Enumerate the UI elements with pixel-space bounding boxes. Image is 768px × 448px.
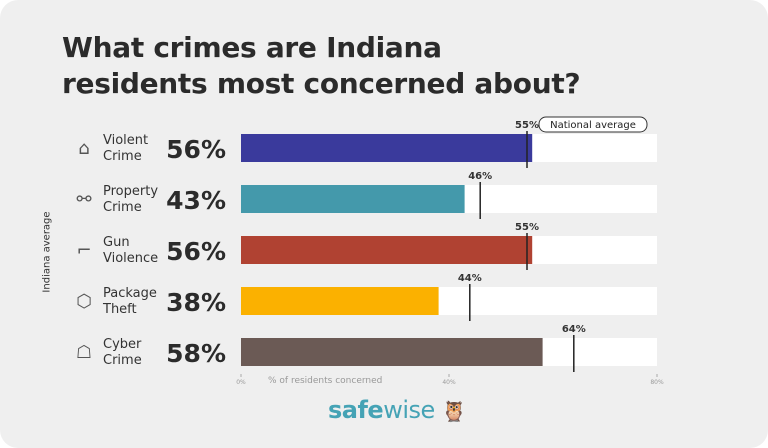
x-tick-label: 80% — [650, 379, 664, 386]
category-label: Cyber — [103, 337, 142, 352]
category-label: Package — [103, 286, 157, 301]
handcuffs-icon: ⚯ — [76, 189, 91, 210]
category-label: Violent — [103, 133, 148, 148]
x-tick-label: 0% — [236, 379, 246, 386]
title-line: What crimes are Indiana — [62, 31, 442, 64]
national-average-label: 44% — [458, 273, 482, 284]
house-icon: ⌂ — [78, 138, 89, 159]
legend-box — [538, 116, 648, 133]
value-label: 56% — [166, 135, 226, 164]
legend-label: National average — [550, 120, 636, 131]
hacker-icon: ☖ — [76, 342, 92, 363]
category-label: Crime — [103, 149, 142, 164]
bar — [241, 236, 533, 264]
title-line: residents most concerned about? — [62, 67, 581, 100]
bar — [241, 338, 543, 366]
category-label: Gun — [103, 235, 130, 250]
bar — [241, 287, 439, 315]
chart-title: What crimes are Indiana residents most co… — [62, 30, 581, 102]
gun-icon: ⌐ — [76, 240, 91, 261]
national-average-label: 55% — [515, 222, 539, 233]
category-label: Crime — [103, 353, 142, 368]
package-icon: ⬡ — [76, 291, 92, 312]
category-label: Theft — [102, 302, 137, 317]
value-label: 58% — [166, 339, 226, 368]
national-average-label: 46% — [468, 171, 492, 182]
value-label: 38% — [166, 288, 226, 317]
category-label: Violence — [103, 251, 158, 266]
national-average-label: 64% — [562, 324, 586, 335]
category-label: Property — [103, 184, 158, 199]
bar — [241, 134, 533, 162]
value-label: 56% — [166, 237, 226, 266]
x-tick-label: 40% — [442, 379, 456, 386]
value-label: 43% — [166, 186, 226, 215]
x-axis-label: % of residents concerned — [268, 376, 382, 386]
national-average-label: 55% — [515, 120, 539, 131]
category-label: Crime — [103, 200, 142, 215]
safewise-logo: safewise 🦉 — [328, 396, 467, 424]
bar — [241, 185, 465, 213]
